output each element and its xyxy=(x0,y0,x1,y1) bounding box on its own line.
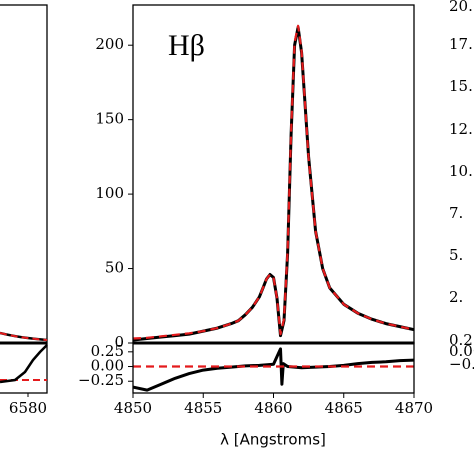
series-line xyxy=(133,347,414,392)
x-axis-label: λ [Angstroms] xyxy=(220,431,326,449)
right-fragment-label: 12. xyxy=(449,120,473,138)
right-fragment-label: 5. xyxy=(449,246,463,264)
x-tick-label: 4860 xyxy=(254,399,292,417)
right-fragment-label: 15. xyxy=(449,77,473,95)
left-x-tick-label: 6580 xyxy=(9,399,47,417)
x-tick-label: 4850 xyxy=(114,399,152,417)
right-fragment-label: 10. xyxy=(449,162,473,180)
right-fragment-label: 0.00 xyxy=(449,342,474,360)
chart-title: Hβ xyxy=(168,29,205,62)
right-fragment-label: 17. xyxy=(449,35,473,53)
y-tick-label: 150 xyxy=(95,110,124,128)
y-tick-label: 0 xyxy=(114,333,124,351)
left-curve-model xyxy=(0,332,48,341)
right-fragment-label: 2. xyxy=(449,288,463,306)
y-tick-label: 50 xyxy=(105,259,124,277)
y-tick-label: 0.00 xyxy=(91,357,124,375)
right-fragment-label: 0.2 xyxy=(449,331,473,349)
x-tick-label: 4870 xyxy=(395,399,433,417)
series-line xyxy=(133,24,414,340)
left-panel-fragment xyxy=(0,4,48,397)
right-fragment-label: −0.2 xyxy=(449,355,474,373)
y-tick-label: 200 xyxy=(95,35,124,53)
x-tick-label: 4865 xyxy=(325,399,363,417)
series-line xyxy=(133,25,414,342)
panel-frame xyxy=(132,342,415,394)
right-fragment-label: 7. xyxy=(449,204,463,222)
y-tick-label: −0.25 xyxy=(78,371,124,389)
y-tick-label: 100 xyxy=(95,184,124,202)
left-residual xyxy=(0,344,48,384)
x-tick-label: 4855 xyxy=(184,399,222,417)
left-frame xyxy=(0,4,48,394)
y-tick-label: 0.25 xyxy=(91,342,124,360)
right-fragment-label: 20. xyxy=(449,0,473,15)
